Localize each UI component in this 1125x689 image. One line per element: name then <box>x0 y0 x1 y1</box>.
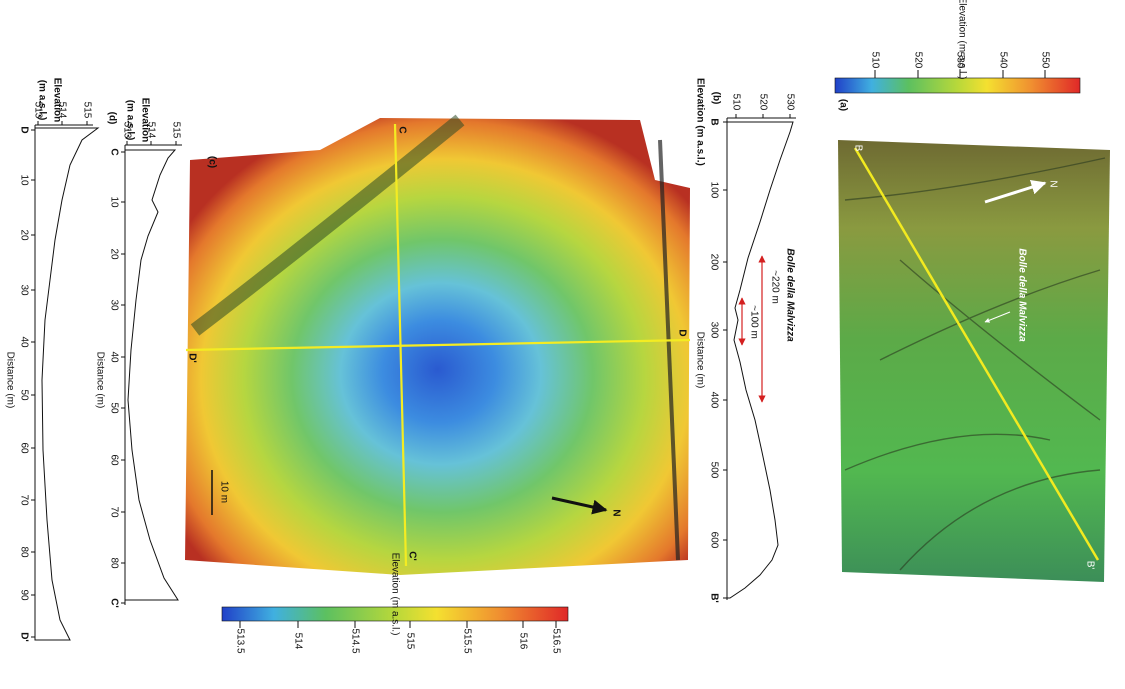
panel-label: (a) <box>837 99 848 111</box>
axis-title: (m a.s.l.) <box>36 80 47 121</box>
x-tick-label: 60 <box>18 442 29 454</box>
x-tick-label: D <box>18 126 29 133</box>
panel-label: (d) <box>106 112 117 125</box>
x-tick-label: 50 <box>108 402 119 414</box>
section-label: B' <box>1084 561 1095 570</box>
north-arrow <box>984 179 1047 204</box>
x-tick-label: B <box>708 118 719 125</box>
colorbar-tick-label: 514 <box>292 633 303 650</box>
map-c <box>185 118 690 575</box>
map-a <box>838 140 1110 582</box>
x-tick-label: 100 <box>708 182 719 199</box>
section-label: C' <box>406 551 417 561</box>
x-tick-label: 70 <box>18 494 29 506</box>
y-tick-label: 514 <box>145 122 156 139</box>
x-tick-label: 60 <box>108 454 119 466</box>
colorbar-a <box>834 77 1081 94</box>
scale-label: 100 m <box>826 500 837 528</box>
x-tick-label: 20 <box>108 248 119 260</box>
north-arrow <box>551 496 608 515</box>
axis-title: Elevation <box>51 78 62 122</box>
profile-d <box>34 127 100 641</box>
panel-label: (b) <box>710 92 721 105</box>
colorbar-tick-label: 514.5 <box>349 628 360 653</box>
y-tick-label: 515 <box>170 122 181 139</box>
section-label: C <box>396 126 407 133</box>
profile-c <box>124 149 179 601</box>
colorbar-tick-label: 516 <box>517 633 528 650</box>
y-tick-label: 513 <box>32 102 43 119</box>
x-tick-label: 300 <box>708 322 719 339</box>
section-label: D <box>676 329 687 336</box>
x-tick-label: 600 <box>708 532 719 549</box>
map-texture <box>844 157 1106 571</box>
site-pointer <box>984 311 1011 323</box>
x-tick-label: B' <box>708 593 719 603</box>
colorbar-title: Elevation (m a.s.l.) <box>389 553 400 636</box>
colorbar-tick-label: 550 <box>1039 52 1050 69</box>
y-tick-label: 530 <box>784 94 795 111</box>
scale-label: 10 m <box>218 481 229 503</box>
colorbar-title: Elevation (m a.s.l.) <box>956 0 967 79</box>
colorbar-c <box>221 606 569 622</box>
axis-title: Distance (m) <box>4 352 15 409</box>
north-label: N <box>610 509 621 516</box>
colorbar-tick-label: 510 <box>869 52 880 69</box>
ridge <box>190 114 465 336</box>
y-tick-label: 515 <box>81 102 92 119</box>
width-label: ~220 m <box>769 270 780 304</box>
axis-title: Distance (m) <box>94 352 105 409</box>
colorbar-tick-label: 513.5 <box>234 628 245 653</box>
x-tick-label: 80 <box>18 546 29 558</box>
labels: Elevation (m a.s.l.) 510 520 530 540 550 (a) B B… <box>4 0 1095 654</box>
panel-label: (c) <box>206 156 217 168</box>
x-tick-label: 90 <box>18 589 29 601</box>
x-tick-label: D' <box>18 632 29 642</box>
colorbar-tick-label: 516.5 <box>550 628 561 653</box>
colorbar-tick-label: 515.5 <box>461 628 472 653</box>
colorbar-tick-label: 520 <box>912 52 923 69</box>
x-tick-label: 80 <box>108 557 119 569</box>
colorbar-tick-label: 540 <box>997 52 1008 69</box>
profile-line-b <box>853 147 1100 561</box>
x-tick-label: 40 <box>18 336 29 348</box>
x-tick-label: 70 <box>108 506 119 518</box>
x-tick-label: 10 <box>108 196 119 208</box>
profile-b <box>726 121 794 599</box>
x-tick-label: 50 <box>18 389 29 401</box>
x-tick-label: 30 <box>108 299 119 311</box>
x-tick-label: C <box>108 148 119 155</box>
north-label: N <box>1047 180 1058 187</box>
x-tick-label: 10 <box>18 174 29 186</box>
colorbar-tick-label: 530 <box>954 52 965 69</box>
x-tick-label: 20 <box>18 229 29 241</box>
y-tick-label: 513 <box>121 122 132 139</box>
axis-title: Elevation (m a.s.l.) <box>694 78 705 166</box>
x-tick-label: C' <box>108 598 119 608</box>
axis-title: Elevation <box>139 98 150 142</box>
x-tick-label: 500 <box>708 462 719 479</box>
y-tick-label: 510 <box>730 94 741 111</box>
x-tick-label: 40 <box>108 351 119 363</box>
site-label: Bolle della Malvizza <box>1016 248 1027 342</box>
section-label: B <box>852 145 863 152</box>
x-tick-label: 30 <box>18 284 29 296</box>
road <box>658 139 680 561</box>
y-tick-label: 520 <box>757 94 768 111</box>
colorbar-tick-label: 515 <box>404 633 415 650</box>
x-tick-label: 400 <box>708 392 719 409</box>
section-d-line <box>185 338 691 352</box>
width-label: ~100 m <box>748 305 759 339</box>
axis-title: Distance (m) <box>694 332 705 389</box>
site-label: Bolle della Malvizza <box>784 248 795 342</box>
axis-title: (m a.s.l.) <box>124 100 135 141</box>
x-tick-label: 200 <box>708 254 719 271</box>
section-label: D' <box>186 353 197 363</box>
y-tick-label: 514 <box>56 102 67 119</box>
